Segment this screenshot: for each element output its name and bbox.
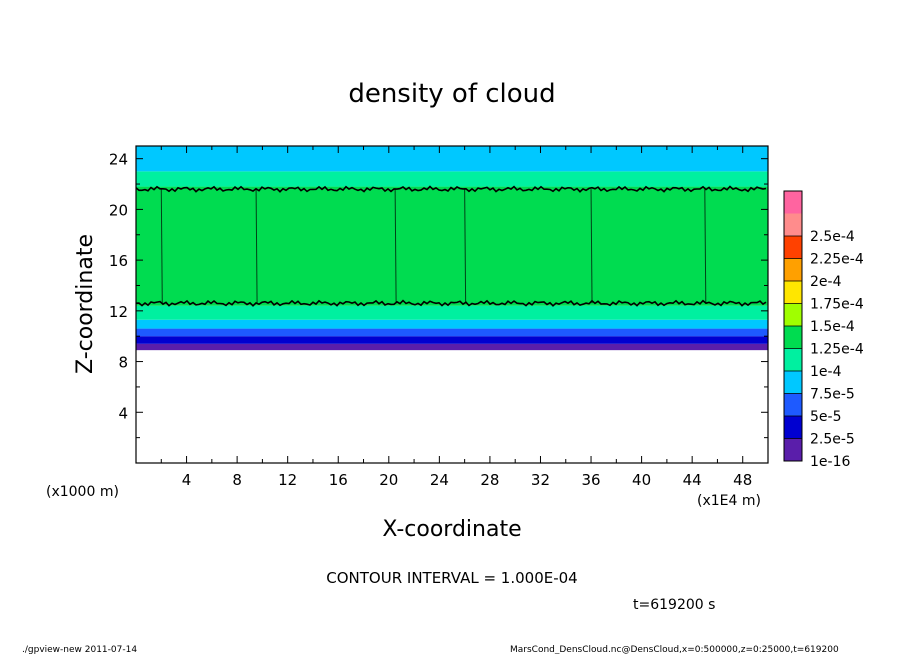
y-tick-label-0: 4 (118, 404, 128, 422)
contour-line-0 (135, 299, 767, 307)
x-tick-label-4: 20 (379, 471, 398, 489)
colorbar-swatch-0 (784, 438, 802, 461)
colorbar-swatch-10 (784, 213, 802, 236)
plot-frame (135, 145, 769, 464)
vertical-streak-5 (704, 189, 707, 304)
chart-title: density of cloud (348, 79, 555, 109)
x-tick-label-10: 44 (683, 471, 702, 489)
colorbar-swatch-1 (784, 416, 802, 439)
colorbar-swatch-11 (784, 191, 802, 214)
vertical-streak-3 (464, 189, 467, 304)
x-tick-label-5: 24 (430, 471, 449, 489)
colorbar: 1e-16 2.5e-5 5e-5 7.5e-5 1e-4 1.25e-4 1.5e-4 1.… (783, 190, 864, 470)
contour-interval-text: CONTOUR INTERVAL = 1.000E-04 (326, 569, 577, 587)
x-tick-label-7: 32 (531, 471, 550, 489)
x-ticks: 4 8 12 16 20 24 28 32 36 40 44 48 (160, 146, 752, 489)
vertical-streak-2 (394, 189, 397, 304)
colorbar-swatch-9 (784, 236, 802, 259)
band-2 (136, 336, 768, 344)
colorbar-swatch-7 (784, 281, 802, 304)
y-tick-label-2: 12 (109, 303, 128, 321)
plot-area (136, 146, 768, 351)
contour-lines (135, 185, 767, 307)
band-5 (136, 305, 768, 320)
y-axis-unit: (x1000 m) (46, 484, 119, 500)
x-tick-label-8: 36 (581, 471, 600, 489)
y-axis-label: Z-coordinate (73, 234, 98, 374)
colorbar-swatch-5 (784, 326, 802, 349)
colorbar-label-5: 1.25e-4 (810, 342, 864, 358)
colorbar-label-9: 2.25e-4 (810, 252, 864, 268)
colorbar-label-0: 1e-16 (810, 454, 850, 470)
band-8 (136, 146, 768, 172)
band-3 (136, 328, 768, 337)
time-stamp: t=619200 s (633, 597, 715, 613)
colorbar-label-6: 1.5e-4 (810, 319, 855, 335)
y-tick-label-5: 24 (109, 151, 128, 169)
colorbar-label-10: 2.5e-4 (810, 229, 855, 245)
colorbar-label-2: 5e-5 (810, 409, 841, 425)
y-tick-label-4: 20 (109, 201, 128, 219)
colorbar-swatch-6 (784, 303, 802, 326)
colorbar-swatch-8 (784, 258, 802, 281)
x-tick-label-0: 4 (182, 471, 192, 489)
band-1 (136, 343, 768, 351)
colorbar-label-7: 1.75e-4 (810, 297, 864, 313)
x-tick-label-2: 12 (278, 471, 297, 489)
vertical-streak-0 (160, 189, 163, 304)
colorbar-swatch-4 (784, 348, 802, 371)
x-axis-unit: (x1E4 m) (697, 493, 761, 509)
x-tick-label-1: 8 (232, 471, 242, 489)
contour-line-1 (135, 185, 767, 193)
footer-right: MarsCond_DensCloud.nc@DensCloud,x=0:5000… (510, 645, 839, 654)
x-tick-label-3: 16 (329, 471, 348, 489)
x-axis-label: X-coordinate (382, 517, 521, 542)
y-tick-label-3: 16 (109, 252, 128, 270)
y-tick-label-1: 8 (118, 354, 128, 372)
x-tick-label-9: 40 (632, 471, 651, 489)
y-ticks: 4 8 12 16 20 24 (109, 151, 768, 439)
band-4 (136, 319, 768, 329)
colorbar-swatch-2 (784, 393, 802, 416)
vertical-streak-4 (590, 189, 593, 304)
colorbar-label-4: 1e-4 (810, 364, 842, 380)
vertical-streak-1 (255, 189, 258, 304)
colorbar-label-1: 2.5e-5 (810, 432, 855, 448)
x-tick-label-6: 28 (480, 471, 499, 489)
colorbar-label-8: 2e-4 (810, 274, 842, 290)
band-7 (136, 171, 768, 187)
x-tick-label-11: 48 (733, 471, 752, 489)
colorbar-swatch-3 (784, 371, 802, 394)
colorbar-label-3: 7.5e-5 (810, 387, 855, 403)
footer-left: ./gpview-new 2011-07-14 (22, 645, 137, 654)
band-6 (136, 186, 768, 306)
